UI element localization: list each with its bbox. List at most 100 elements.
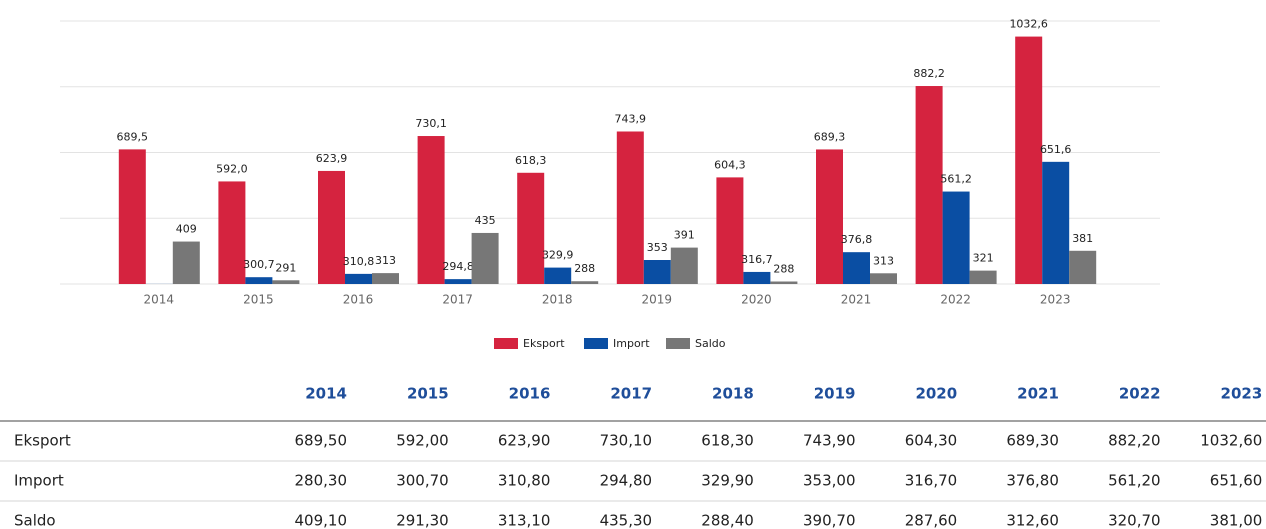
x-tick-label: 2018 <box>542 293 573 307</box>
value-label: 435 <box>475 214 496 227</box>
bar <box>318 170 345 284</box>
x-tick-label: 2020 <box>741 293 772 307</box>
value-label: 689,3 <box>814 130 846 143</box>
table-cell: 730,10 <box>600 432 653 450</box>
table-cell: 689,30 <box>1006 432 1059 450</box>
value-label: 288 <box>574 262 595 275</box>
value-label: 313 <box>873 254 894 267</box>
value-label: 313 <box>375 254 396 267</box>
value-label: 743,9 <box>615 112 647 125</box>
row-label: Import <box>14 472 64 490</box>
bar <box>670 247 698 284</box>
table-cell: 291,30 <box>396 512 449 529</box>
table-cell: 294,80 <box>600 472 653 490</box>
bar <box>245 277 273 284</box>
bar <box>1069 250 1097 284</box>
table-cell: 689,50 <box>295 432 348 450</box>
table-header: 2015 <box>407 385 449 403</box>
value-label: 376,8 <box>841 233 873 246</box>
bar <box>1015 36 1043 284</box>
value-label: 288 <box>773 263 794 276</box>
value-label: 651,6 <box>1040 143 1072 156</box>
value-label: 381 <box>1072 232 1093 245</box>
table-cell: 743,90 <box>803 432 856 450</box>
table-cell: 623,90 <box>498 432 551 450</box>
x-tick-label: 2015 <box>243 293 274 307</box>
table-cell: 313,10 <box>498 512 551 529</box>
table-cell: 604,30 <box>905 432 958 450</box>
bar <box>417 136 445 284</box>
x-tick-label: 2014 <box>144 293 175 307</box>
value-label: 592,0 <box>216 162 248 175</box>
table-cell: 320,70 <box>1108 512 1161 529</box>
value-label: 329,9 <box>542 249 574 262</box>
legend-label: Saldo <box>695 337 726 350</box>
value-label: 294,8 <box>442 260 474 273</box>
value-label: 618,3 <box>515 154 547 167</box>
value-label: 300,7 <box>243 258 275 271</box>
table-header: 2019 <box>814 385 856 403</box>
table-cell: 651,60 <box>1210 472 1263 490</box>
table-header: 2020 <box>915 385 957 403</box>
table-cell: 329,90 <box>701 472 754 490</box>
table-cell: 435,30 <box>600 512 653 529</box>
table-header: 2022 <box>1119 385 1161 403</box>
table-cell: 390,70 <box>803 512 856 529</box>
bar <box>942 191 970 284</box>
bar <box>372 273 399 284</box>
row-label: Saldo <box>14 512 56 529</box>
table-cell: 280,30 <box>295 472 348 490</box>
bar <box>471 232 499 284</box>
table-cell: 882,20 <box>1108 432 1161 450</box>
table-cell: 316,70 <box>905 472 958 490</box>
legend-swatch <box>584 338 608 349</box>
bar <box>345 273 372 284</box>
row-label: Eksport <box>14 432 71 450</box>
legend-swatch <box>494 338 518 349</box>
bar <box>643 260 671 284</box>
bar <box>517 172 545 284</box>
bar <box>743 271 771 284</box>
value-label: 1032,6 <box>1009 18 1048 31</box>
value-label: 882,2 <box>913 67 945 80</box>
table-cell: 561,20 <box>1108 472 1161 490</box>
x-tick-label: 2017 <box>442 293 473 307</box>
value-label: 291 <box>275 261 296 274</box>
x-tick-label: 2023 <box>1040 293 1071 307</box>
value-label: 730,1 <box>415 117 447 130</box>
table-cell: 1032,60 <box>1200 432 1262 450</box>
bar <box>870 273 897 284</box>
table-cell: 300,70 <box>396 472 449 490</box>
value-label: 321 <box>973 252 994 265</box>
table-cell: 288,40 <box>701 512 754 529</box>
value-label: 604,3 <box>714 158 746 171</box>
bar <box>272 280 300 284</box>
table-header: 2014 <box>305 385 347 403</box>
table-cell: 310,80 <box>498 472 551 490</box>
value-label: 409 <box>176 223 197 236</box>
table-cell: 409,10 <box>295 512 348 529</box>
table-cell: 312,60 <box>1006 512 1059 529</box>
bar <box>816 149 843 284</box>
legend-label: Import <box>613 337 650 350</box>
bar <box>544 267 572 284</box>
table-header: 2016 <box>509 385 551 403</box>
x-tick-label: 2019 <box>642 293 673 307</box>
table-cell: 381,00 <box>1210 512 1263 529</box>
table-cell: 618,30 <box>701 432 754 450</box>
bar <box>843 252 870 284</box>
bar <box>172 241 200 284</box>
x-tick-label: 2022 <box>940 293 971 307</box>
table-header: 2017 <box>610 385 652 403</box>
table-header: 2023 <box>1221 385 1263 403</box>
x-tick-label: 2016 <box>343 293 374 307</box>
value-label: 316,7 <box>741 253 773 266</box>
bar <box>770 281 798 284</box>
table-cell: 376,80 <box>1006 472 1059 490</box>
value-label: 391 <box>674 229 695 242</box>
bar <box>1042 161 1070 284</box>
bar <box>969 270 997 284</box>
table-header: 2018 <box>712 385 754 403</box>
value-label: 561,2 <box>940 173 972 186</box>
